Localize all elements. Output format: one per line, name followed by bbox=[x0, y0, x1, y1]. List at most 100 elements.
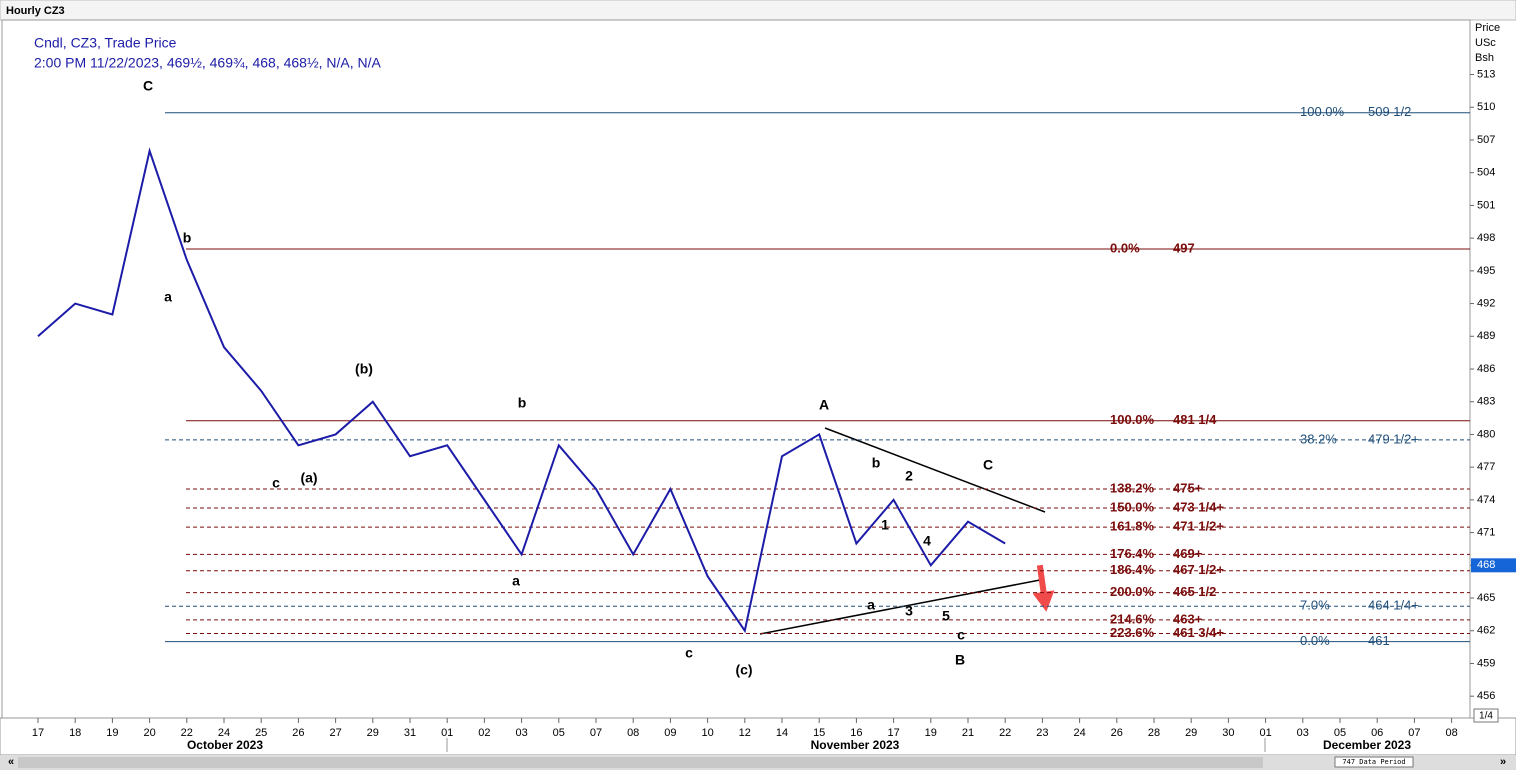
y-tick-label: 459 bbox=[1477, 657, 1495, 669]
wave-label: C bbox=[983, 457, 993, 473]
x-tick-label: 07 bbox=[590, 727, 602, 739]
x-axis-area bbox=[0, 717, 1516, 756]
scroll-left[interactable]: « bbox=[8, 756, 14, 768]
fib-price: 481 1/4 bbox=[1173, 412, 1217, 427]
x-tick-label: 10 bbox=[701, 727, 713, 739]
y-tick-label: 477 bbox=[1477, 461, 1495, 473]
x-tick-label: 22 bbox=[999, 727, 1011, 739]
fib-pct: 7.0% bbox=[1300, 598, 1330, 613]
y-tick-label: 501 bbox=[1477, 199, 1495, 211]
x-tick-label: 26 bbox=[1111, 727, 1123, 739]
zoom-label[interactable]: 1/4 bbox=[1479, 711, 1493, 722]
scroll-right[interactable]: » bbox=[1500, 756, 1506, 768]
x-tick-label: 15 bbox=[813, 727, 825, 739]
x-tick-label: 30 bbox=[1222, 727, 1234, 739]
y-tick-label: 465 bbox=[1477, 592, 1495, 604]
month-label: October 2023 bbox=[187, 738, 263, 752]
wave-label: (b) bbox=[355, 361, 373, 377]
x-tick-label: 05 bbox=[553, 727, 565, 739]
y-tick-label: 456 bbox=[1477, 690, 1495, 702]
x-tick-label: 18 bbox=[69, 727, 81, 739]
x-tick-label: 08 bbox=[1445, 727, 1457, 739]
wave-label: b bbox=[872, 455, 881, 471]
zoom-box[interactable] bbox=[1473, 708, 1499, 723]
x-tick-label: 25 bbox=[255, 727, 267, 739]
x-tick-label: 19 bbox=[106, 727, 118, 739]
x-tick-label: 21 bbox=[962, 727, 974, 739]
y-tick-label: 480 bbox=[1477, 428, 1495, 440]
wave-label: B bbox=[955, 652, 965, 668]
y-tick-label: 483 bbox=[1477, 396, 1495, 408]
x-tick-label: 29 bbox=[367, 727, 379, 739]
x-tick-label: 31 bbox=[404, 727, 416, 739]
x-tick-label: 17 bbox=[887, 727, 899, 739]
x-tick-label: 22 bbox=[181, 727, 193, 739]
fib-price: 467 1/2+ bbox=[1173, 562, 1224, 577]
fib-pct: 100.0% bbox=[1300, 104, 1345, 119]
wave-label: 2 bbox=[905, 468, 913, 484]
fib-price: 461 3/4+ bbox=[1173, 625, 1224, 640]
fib-pct: 176.4% bbox=[1110, 546, 1155, 561]
x-tick-label: 28 bbox=[1148, 727, 1160, 739]
legend-line: 2:00 PM 11/22/2023, 469½, 469¾, 468, 468… bbox=[34, 55, 382, 71]
scroll-thumb[interactable] bbox=[18, 757, 1263, 768]
wave-label: a bbox=[512, 573, 520, 589]
x-tick-label: 09 bbox=[664, 727, 676, 739]
fib-pct: 100.0% bbox=[1110, 412, 1155, 427]
last-price-tag bbox=[1471, 558, 1516, 573]
fib-pct: 161.8% bbox=[1110, 519, 1155, 534]
x-tick-label: 06 bbox=[1371, 727, 1383, 739]
y-tick-label: 504 bbox=[1477, 167, 1495, 179]
wave-label: (a) bbox=[300, 470, 317, 486]
fib-price: 461 bbox=[1368, 633, 1390, 648]
fib-pct: 223.6% bbox=[1110, 625, 1155, 640]
x-tick-label: 05 bbox=[1334, 727, 1346, 739]
y-tick-label: 495 bbox=[1477, 265, 1495, 277]
trendline bbox=[824, 427, 1046, 513]
wave-label: 4 bbox=[923, 533, 931, 549]
x-tick-label: 27 bbox=[329, 727, 341, 739]
y-tick-label: 489 bbox=[1477, 330, 1495, 342]
fib-pct: 150.0% bbox=[1110, 499, 1155, 514]
fib-pct: 0.0% bbox=[1110, 240, 1140, 255]
wave-label: a bbox=[867, 597, 875, 613]
y-tick-label: 498 bbox=[1477, 232, 1495, 244]
axis-header: Price bbox=[1475, 22, 1500, 34]
legend-line: Cndl, CZ3, Trade Price bbox=[34, 35, 177, 51]
fib-pct: 138.2% bbox=[1110, 480, 1155, 495]
y-tick-label: 474 bbox=[1477, 494, 1495, 506]
wave-label: 3 bbox=[905, 603, 913, 619]
y-tick-label: 462 bbox=[1477, 625, 1495, 637]
x-tick-label: 29 bbox=[1185, 727, 1197, 739]
y-tick-label: 513 bbox=[1477, 68, 1495, 80]
fib-pct: 214.6% bbox=[1110, 611, 1155, 626]
wave-label: C bbox=[143, 78, 153, 94]
y-tick-label: 486 bbox=[1477, 363, 1495, 375]
wave-label: c bbox=[957, 627, 965, 643]
x-tick-label: 02 bbox=[478, 727, 490, 739]
wave-label: b bbox=[518, 395, 527, 411]
x-tick-label: 24 bbox=[218, 727, 230, 739]
price-line bbox=[37, 147, 1006, 634]
trendline bbox=[759, 579, 1041, 635]
y-tick-label: 507 bbox=[1477, 134, 1495, 146]
fib-price: 469+ bbox=[1173, 546, 1203, 561]
x-tick-label: 20 bbox=[143, 727, 155, 739]
axis-header: Bsh bbox=[1475, 52, 1494, 64]
fib-pct: 38.2% bbox=[1300, 431, 1337, 446]
wave-label: c bbox=[685, 645, 693, 661]
wave-label: b bbox=[183, 230, 192, 246]
fib-price: 497 bbox=[1173, 240, 1195, 255]
fib-price: 509 1/2 bbox=[1368, 104, 1411, 119]
wave-label: a bbox=[164, 289, 172, 305]
fib-price: 465 1/2 bbox=[1173, 584, 1216, 599]
month-label: November 2023 bbox=[811, 738, 900, 752]
x-tick-label: 24 bbox=[1073, 727, 1085, 739]
wave-label: 5 bbox=[942, 608, 950, 624]
month-label: December 2023 bbox=[1323, 738, 1411, 752]
fib-price: 475+ bbox=[1173, 480, 1203, 495]
fib-price: 464 1/4+ bbox=[1368, 598, 1419, 613]
fib-price: 463+ bbox=[1173, 611, 1203, 626]
wave-label: 1 bbox=[881, 517, 889, 533]
